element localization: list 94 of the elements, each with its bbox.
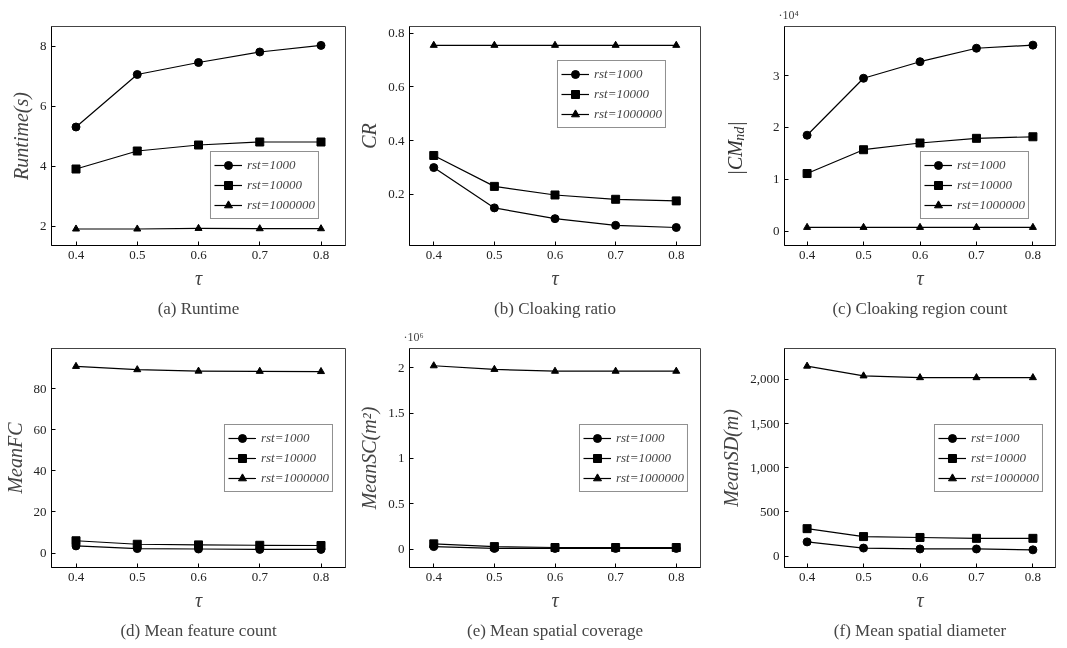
text: ·10⁴ <box>778 7 799 22</box>
x-tick-label: 0.5 <box>129 568 146 584</box>
text: ·10⁶ <box>403 329 424 344</box>
y-tick-label: 2,000 <box>750 371 780 387</box>
y-tick-label: 0.6 <box>388 78 405 94</box>
x-tick-label: 0.4 <box>425 246 443 262</box>
y-tick-label: 0 <box>40 545 47 561</box>
x-tick-label: 0.8 <box>668 246 685 262</box>
x-axis-title: τ <box>551 588 560 611</box>
y-axis-title: CR <box>358 123 381 149</box>
x-tick-label: 0.5 <box>486 568 503 584</box>
x-tick-label: 0.7 <box>251 246 269 262</box>
text: (e) Mean spatial coverage <box>466 620 644 640</box>
x-axis-title: τ <box>916 266 925 289</box>
y-tick-label: 1 <box>773 171 780 187</box>
x-tick-label: 0.6 <box>546 568 564 584</box>
legend-label: rst=10000 <box>956 177 1012 193</box>
text: (d) Mean feature count <box>120 620 277 640</box>
y-tick-label: 0.8 <box>388 25 405 41</box>
x-tick-label: 0.4 <box>67 246 85 262</box>
legend-label: rst=1000000 <box>970 469 1039 486</box>
x-tick-label: 0.5 <box>855 246 872 262</box>
y-tick-label: 2 <box>773 119 780 135</box>
legend-label: rst=10000 <box>593 86 649 102</box>
legend-label: rst=1000000 <box>260 469 329 486</box>
text: (b) Cloaking ratio <box>494 298 616 318</box>
y-tick-label: 1.5 <box>388 405 405 421</box>
x-tick-label: 0.4 <box>425 568 443 584</box>
legend-label: rst=1000000 <box>956 197 1025 213</box>
y-axis-title: Runtime(s) <box>10 91 33 181</box>
legend-label: rst=1000000 <box>246 197 315 213</box>
legend-label: rst=1000 <box>970 429 1020 446</box>
x-tick-label: 0.6 <box>190 568 208 584</box>
y-tick-label: 2 <box>398 359 405 375</box>
x-tick-label: 0.4 <box>67 568 85 584</box>
legend-label: rst=1000 <box>246 157 296 173</box>
legend-label: rst=10000 <box>246 177 302 193</box>
x-tick-label: 0.7 <box>607 246 625 262</box>
legend-label: rst=1000 <box>956 157 1006 173</box>
y-tick-label: 20 <box>33 503 47 519</box>
legend-label: rst=10000 <box>615 449 671 466</box>
y-axis-title: MeanSD(m) <box>720 408 744 508</box>
y-axis-title: MeanSC(m²) <box>358 406 382 511</box>
x-axis-title: τ <box>194 588 203 611</box>
x-tick-label: 0.5 <box>855 568 872 584</box>
y-tick-label: 4 <box>40 158 47 173</box>
text: (f) Mean spatial diameter <box>833 620 1007 640</box>
x-axis-title: τ <box>916 588 925 611</box>
x-tick-label: 0.4 <box>798 568 816 584</box>
legend-label: rst=10000 <box>260 449 316 466</box>
y-tick-label: 0.4 <box>388 132 405 148</box>
x-tick-label: 0.8 <box>668 568 685 584</box>
text: (c) Cloaking region count <box>832 298 1008 318</box>
legend-label: rst=10000 <box>970 449 1026 466</box>
legend-label: rst=1000 <box>615 429 665 446</box>
x-tick-label: 0.4 <box>798 246 816 262</box>
x-tick-label: 0.8 <box>312 568 330 584</box>
y-tick-label: 6 <box>40 98 47 113</box>
legend-label: rst=1000 <box>260 429 310 446</box>
x-axis-title: τ <box>194 266 203 289</box>
y-tick-label: 0.5 <box>388 495 405 511</box>
y-tick-label: 8 <box>40 38 47 53</box>
x-tick-label: 0.8 <box>1024 246 1042 262</box>
y-tick-label: 0 <box>398 541 405 557</box>
y-tick-label: 1 <box>398 450 405 466</box>
x-tick-label: 0.7 <box>968 246 986 262</box>
y-tick-label: 500 <box>760 503 780 519</box>
x-tick-label: 0.7 <box>607 568 625 584</box>
x-tick-label: 0.7 <box>968 568 986 584</box>
y-tick-label: 0.2 <box>388 186 405 202</box>
x-tick-label: 0.5 <box>129 246 146 262</box>
x-tick-label: 0.6 <box>546 246 564 262</box>
x-axis-title: τ <box>551 266 560 289</box>
x-tick-label: 0.7 <box>251 568 269 584</box>
y-tick-label: 3 <box>773 67 780 83</box>
y-tick-label: 0 <box>773 548 780 564</box>
legend-label: rst=1000 <box>593 66 643 82</box>
y-tick-label: 1,000 <box>750 459 780 475</box>
legend-label: rst=1000000 <box>615 469 684 486</box>
x-tick-label: 0.6 <box>911 246 929 262</box>
y-tick-label: 40 <box>33 462 47 478</box>
y-tick-label: 0 <box>773 223 780 238</box>
legend-label: rst=1000000 <box>593 106 662 122</box>
x-tick-label: 0.5 <box>486 246 503 262</box>
y-tick-label: 2 <box>40 218 47 233</box>
x-tick-label: 0.8 <box>312 246 330 262</box>
x-tick-label: 0.8 <box>1024 568 1042 584</box>
y-tick-label: 80 <box>33 380 47 396</box>
text: (a) Runtime <box>157 298 240 318</box>
x-tick-label: 0.6 <box>190 246 208 262</box>
x-tick-label: 0.6 <box>911 568 929 584</box>
y-tick-label: 60 <box>33 421 47 437</box>
y-tick-label: 1,500 <box>750 415 780 431</box>
y-axis-title: MeanFC <box>3 421 26 495</box>
